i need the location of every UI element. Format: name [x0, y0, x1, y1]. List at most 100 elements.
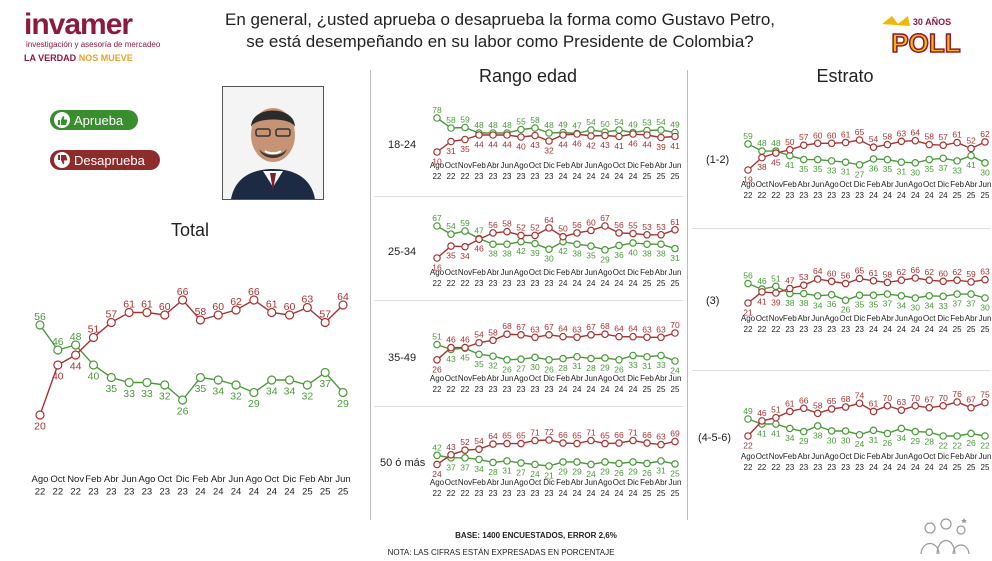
data-label: 32 [488, 361, 498, 371]
x-tick-year: 23 [827, 325, 836, 334]
x-tick-month: Ago [430, 161, 445, 170]
data-point [939, 154, 947, 163]
thumbs-down-icon [54, 152, 70, 168]
x-tick-year: 24 [601, 385, 610, 394]
data-label: 48 [502, 120, 512, 130]
x-tick-year: 23 [813, 191, 822, 200]
x-tick-month: Jun [585, 478, 598, 487]
x-tick-year: 22 [461, 172, 470, 181]
x-tick-year: 23 [503, 489, 512, 498]
x-tick-year: 23 [531, 385, 540, 394]
series-line-disapprove [436, 133, 676, 153]
data-point [573, 333, 581, 342]
x-tick-month: Oct [756, 180, 769, 189]
x-tick-year: 22 [757, 191, 766, 200]
data-label: 47 [474, 226, 484, 236]
data-point [657, 440, 665, 449]
data-point [53, 345, 63, 355]
data-point [559, 131, 567, 139]
data-point [883, 155, 892, 164]
x-tick-year: 23 [855, 463, 864, 472]
x-tick-month: Ago [741, 452, 756, 461]
x-tick-month: Feb [472, 478, 486, 487]
data-label: 53 [799, 272, 809, 282]
x-tick-year: 22 [35, 487, 46, 498]
data-point [827, 290, 836, 299]
data-point [925, 140, 934, 149]
data-point [447, 242, 455, 250]
x-tick-month: Dic [627, 161, 639, 170]
data-label: 56 [614, 220, 624, 230]
data-label: 30 [841, 435, 851, 445]
data-label: 31 [869, 435, 879, 445]
data-point [177, 395, 188, 405]
data-label: 16 [432, 263, 442, 273]
chart-age_35_49: 51 43 45 35 32 26 27 30 26 28 31 28 29 26 33 31 33 24 26 46… [430, 320, 682, 394]
data-point [475, 131, 483, 139]
x-tick-year: 23 [124, 487, 135, 498]
data-label: 26 [432, 364, 442, 374]
x-tick-month: Oct [157, 474, 172, 485]
data-label: 44 [70, 361, 82, 373]
data-label: 27 [516, 364, 526, 374]
x-tick-year: 23 [489, 489, 498, 498]
data-point [517, 125, 525, 134]
data-label: 58 [813, 400, 823, 410]
x-tick-year: 23 [785, 325, 794, 334]
x-tick-month: Oct [529, 268, 542, 277]
title-line-1: En general, ¿usted aprueba o desaprueba … [225, 10, 775, 29]
data-point [503, 131, 511, 139]
data-label: 64 [911, 128, 921, 138]
data-label: 61 [123, 299, 135, 311]
x-tick-year: 25 [981, 191, 990, 200]
x-tick-month: Oct [264, 474, 279, 485]
x-tick-month: Feb [783, 314, 797, 323]
x-tick-month: Abr [571, 374, 584, 383]
data-point [615, 241, 623, 250]
x-tick-year: 24 [869, 191, 878, 200]
data-label: 68 [841, 394, 851, 404]
data-point [671, 244, 679, 253]
data-point [841, 138, 850, 147]
data-point [433, 340, 441, 349]
x-tick-month: Ago [741, 180, 756, 189]
data-point [35, 320, 45, 330]
x-tick-month: Oct [839, 452, 852, 461]
logo-subtitle: investigación y asesoría de mercadeo [26, 40, 161, 49]
data-label: 62 [952, 267, 962, 277]
x-tick-year: 25 [338, 487, 349, 498]
data-point [587, 226, 595, 235]
data-point [981, 294, 989, 302]
data-point [883, 278, 892, 287]
x-tick-month: Dic [627, 478, 639, 487]
data-label: 38 [488, 249, 498, 259]
x-tick-year: 22 [461, 279, 470, 288]
data-label: 70 [911, 393, 921, 403]
data-point [517, 331, 525, 339]
x-tick-year: 24 [939, 325, 948, 334]
x-tick-year: 24 [573, 385, 582, 394]
data-point [320, 367, 330, 378]
data-point [911, 401, 920, 410]
data-point [517, 237, 525, 246]
series-line-disapprove [436, 225, 676, 259]
x-tick-year: 24 [629, 489, 638, 498]
x-tick-month: Ago [598, 478, 613, 487]
data-label: 35 [855, 300, 865, 310]
data-label: 34 [813, 300, 823, 310]
data-point [447, 450, 455, 459]
x-tick-year: 24 [559, 489, 568, 498]
data-label: 53 [642, 222, 652, 232]
data-point [967, 290, 975, 298]
x-tick-year: 23 [531, 279, 540, 288]
x-tick-month: Oct [445, 268, 458, 277]
data-label: 35 [446, 251, 456, 261]
divider-strata-1 [692, 228, 990, 229]
data-point [249, 387, 259, 398]
data-label: 36 [827, 299, 837, 309]
x-tick-month: Jun [501, 161, 514, 170]
data-point [503, 457, 511, 465]
x-tick-year: 23 [88, 487, 99, 498]
data-point [786, 407, 794, 416]
data-point [786, 424, 794, 433]
